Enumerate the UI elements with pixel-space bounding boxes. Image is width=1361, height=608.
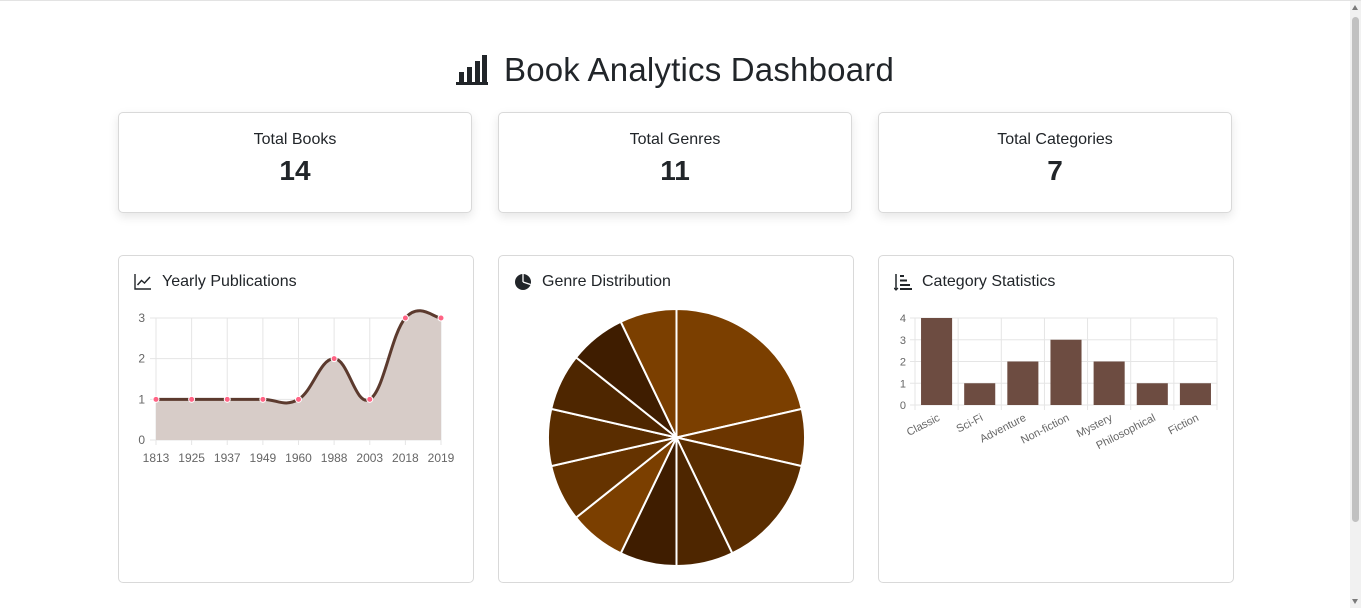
page-header: Book Analytics Dashboard xyxy=(0,51,1350,90)
pie-slice xyxy=(619,307,678,438)
stat-value: 7 xyxy=(1047,155,1063,186)
y-tick-label: 1 xyxy=(138,392,145,406)
genre-distribution-chart xyxy=(547,307,806,568)
y-tick-label: 4 xyxy=(900,313,906,325)
data-point xyxy=(295,395,302,403)
x-tick-label: 2018 xyxy=(392,451,419,465)
stat-value: 14 xyxy=(279,155,311,186)
x-tick-label: Fiction xyxy=(1166,412,1200,437)
pie-slice xyxy=(674,436,803,555)
x-tick-label: 1813 xyxy=(143,451,170,465)
x-tick-label: 1960 xyxy=(285,451,312,465)
data-point xyxy=(330,355,338,363)
stat-label: Total Categories xyxy=(997,131,1113,148)
stat-label: Total Books xyxy=(253,131,337,148)
yearly-publications-chart: 0 1 2 3 1813 1925 1937 1949 1960 1988 2003 2018 2019 xyxy=(138,309,455,465)
bar xyxy=(1093,361,1125,405)
page-scrollbar[interactable] xyxy=(1350,1,1361,608)
panel-title: Yearly Publications xyxy=(162,273,297,290)
bar xyxy=(921,318,953,405)
panel-genre-distribution: Genre Distribution xyxy=(498,255,854,583)
stat-card-total-genres: Total Genres 11 xyxy=(498,112,852,213)
y-tick-label: 2 xyxy=(900,357,906,369)
panel-title: Genre Distribution xyxy=(542,273,671,290)
scrollbar-thumb[interactable] xyxy=(1352,17,1359,522)
x-tick-label: 1949 xyxy=(250,451,277,465)
page-title: Book Analytics Dashboard xyxy=(503,51,895,88)
panel-title: Category Statistics xyxy=(922,273,1056,290)
y-tick-label: 1 xyxy=(900,378,906,390)
bar-chart-icon xyxy=(455,55,488,85)
bar xyxy=(1179,383,1211,405)
x-tick-label: 2003 xyxy=(356,451,383,465)
y-tick-label: 3 xyxy=(900,335,906,347)
line-chart-icon xyxy=(134,274,151,290)
x-tick-label: Classic xyxy=(905,412,942,439)
x-tick-label: 1988 xyxy=(321,451,348,465)
data-point xyxy=(437,314,445,322)
x-tick-label: 1925 xyxy=(178,451,205,465)
scroll-down-arrow-icon[interactable] xyxy=(1352,599,1358,604)
x-tick-label: 1937 xyxy=(214,451,241,465)
x-tick-label: 2019 xyxy=(428,451,455,465)
bar xyxy=(1136,383,1168,405)
stat-label: Total Genres xyxy=(629,131,721,148)
y-tick-label: 2 xyxy=(138,352,145,366)
y-tick-label: 0 xyxy=(900,400,906,412)
bar xyxy=(1050,339,1082,405)
stat-card-total-categories: Total Categories 7 xyxy=(878,112,1232,213)
data-point xyxy=(223,395,231,403)
scroll-up-arrow-icon[interactable] xyxy=(1352,5,1358,10)
bar xyxy=(964,383,996,405)
data-point xyxy=(366,395,374,403)
y-tick-label: 3 xyxy=(138,311,145,325)
panel-yearly-publications: Yearly Publications 0 1 2 3 1813 1925 1937 1949… xyxy=(118,255,474,583)
panel-header: Category Statistics xyxy=(894,273,1055,291)
series-area xyxy=(156,310,441,440)
data-point xyxy=(401,314,409,322)
panel-category-statistics: Category Statistics 0 1 2 3 4 Classic Sci-Fi Ad… xyxy=(878,255,1234,583)
pie-slice xyxy=(675,307,803,439)
data-point xyxy=(259,395,267,403)
sort-bars-icon xyxy=(894,274,912,291)
panel-header: Genre Distribution xyxy=(514,273,671,291)
stat-value: 11 xyxy=(660,155,690,186)
x-tick-label: Non-fiction xyxy=(1019,412,1071,447)
data-point xyxy=(188,395,196,403)
y-tick-label: 0 xyxy=(138,433,145,447)
stat-card-total-books: Total Books 14 xyxy=(118,112,472,213)
bar xyxy=(1007,361,1039,405)
x-tick-label: Sci-Fi xyxy=(955,412,985,435)
pie-chart-icon xyxy=(515,274,531,290)
panel-header: Yearly Publications xyxy=(134,273,297,291)
data-point xyxy=(152,395,160,403)
